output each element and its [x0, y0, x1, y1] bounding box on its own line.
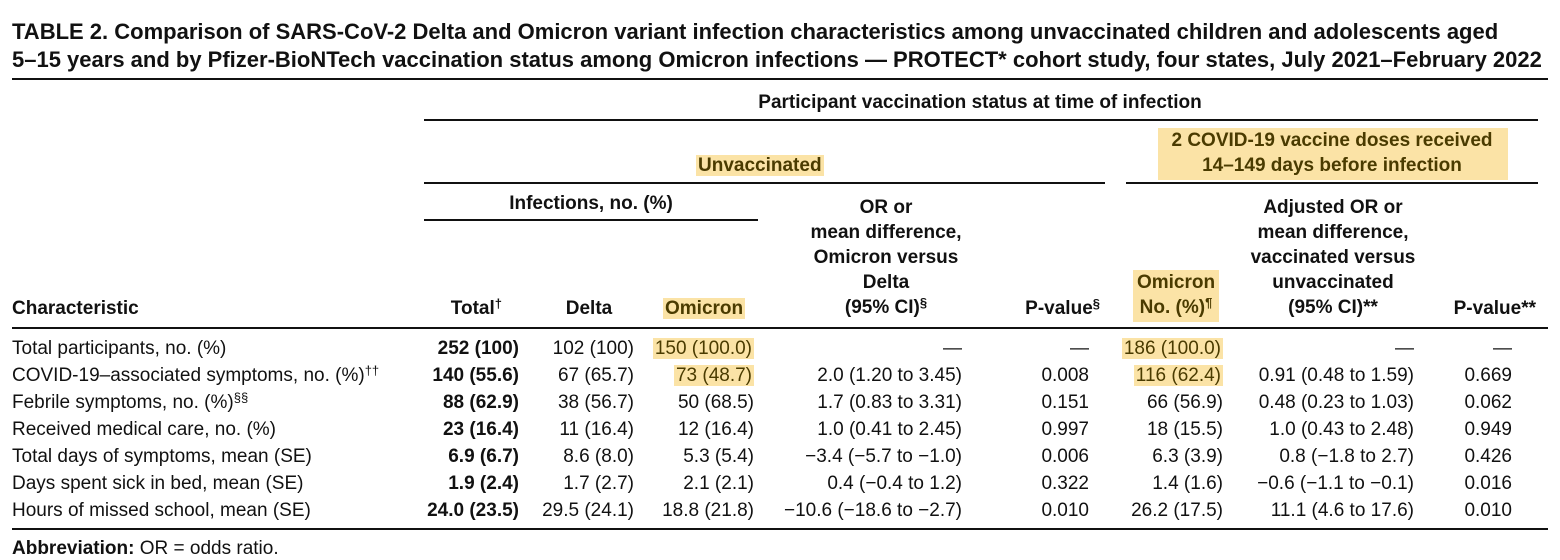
cell-pvalue: 0.008 — [1041, 365, 1089, 386]
cell-omicron: 50 (68.5) — [677, 392, 754, 413]
cell-total: 252 (100) — [437, 338, 519, 359]
cell-or: −3.4 (−5.7 to −1.0) — [805, 446, 962, 467]
cell-omicron: 12 (16.4) — [677, 419, 754, 440]
cell-characteristic: Total days of symptoms, mean (SE) — [12, 446, 312, 467]
cell-delta: 8.6 (8.0) — [563, 446, 634, 467]
title-line-1: TABLE 2. Comparison of SARS-CoV-2 Delta … — [12, 19, 1499, 44]
cell-adjusted-or: — — [1395, 338, 1414, 359]
header-total: Total† — [450, 296, 502, 319]
cell-pvalue: — — [1070, 338, 1089, 359]
header-participant-status: Participant vaccination status at time o… — [758, 92, 1202, 113]
cell-omicron: 2.1 (2.1) — [683, 473, 754, 494]
table-row: Febrile symptoms, no. (%)§§ 88 (62.9) 38 (… — [0, 389, 1560, 416]
cell-total: 6.9 (6.7) — [448, 446, 519, 467]
cell-omicron-vaccinated: 1.4 (1.6) — [1152, 473, 1223, 494]
cell-pvalue-2: 0.949 — [1464, 419, 1512, 440]
cell-adjusted-or: 0.48 (0.23 to 1.03) — [1258, 392, 1414, 413]
cell-pvalue: 0.997 — [1041, 419, 1089, 440]
cell-adjusted-or: 1.0 (0.43 to 2.48) — [1269, 419, 1414, 440]
table-row: Total days of symptoms, mean (SE) 6.9 (6.… — [0, 443, 1560, 470]
cell-omicron: 5.3 (5.4) — [683, 446, 754, 467]
cell-delta: 29.5 (24.1) — [542, 500, 634, 521]
cell-omicron-vaccinated: 6.3 (3.9) — [1152, 446, 1223, 467]
header-characteristic: Characteristic — [12, 298, 139, 319]
header-or: OR or mean difference, Omicron versus De… — [810, 197, 962, 318]
cell-characteristic: Received medical care, no. (%) — [12, 419, 276, 440]
table-row: Hours of missed school, mean (SE) 24.0 (2… — [0, 497, 1560, 524]
cell-total: 140 (55.6) — [432, 365, 519, 386]
cell-delta: 67 (65.7) — [557, 365, 634, 386]
table-row: Total participants, no. (%) 252 (100) 102 … — [0, 335, 1560, 362]
rule-infections — [424, 219, 758, 221]
cell-pvalue: 0.151 — [1041, 392, 1089, 413]
title-line-2: 5–15 years and by Pfizer-BioNTech vaccin… — [12, 47, 1542, 72]
cell-omicron-vaccinated: 186 (100.0) — [1121, 338, 1223, 359]
cell-total: 24.0 (23.5) — [427, 500, 519, 521]
table-row: Received medical care, no. (%) 23 (16.4) 1… — [0, 416, 1560, 443]
cell-or: −10.6 (−18.6 to −2.7) — [784, 500, 962, 521]
cell-characteristic: COVID-19–associated symptoms, no. (%)†† — [12, 363, 380, 386]
cell-omicron-vaccinated: 26.2 (17.5) — [1131, 500, 1223, 521]
cell-characteristic: Hours of missed school, mean (SE) — [12, 500, 311, 521]
cell-or: 2.0 (1.20 to 3.45) — [817, 365, 962, 386]
cell-delta: 1.7 (2.7) — [563, 473, 634, 494]
cell-or: 0.4 (−0.4 to 1.2) — [827, 473, 962, 494]
cell-total: 88 (62.9) — [442, 392, 519, 413]
table-row: Days spent sick in bed, mean (SE) 1.9 (2.… — [0, 470, 1560, 497]
cell-total: 23 (16.4) — [442, 419, 519, 440]
cell-pvalue: 0.322 — [1041, 473, 1089, 494]
cell-omicron: 73 (48.7) — [673, 365, 754, 386]
cell-omicron: 18.8 (21.8) — [662, 500, 754, 521]
vaccinated-highlight — [1158, 128, 1508, 180]
rule-participant-status — [424, 119, 1538, 121]
header-infections: Infections, no. (%) — [509, 193, 673, 214]
header-adjusted-or: Adjusted OR or mean difference, vaccinat… — [1250, 197, 1416, 318]
cell-omicron-vaccinated: 18 (15.5) — [1146, 419, 1223, 440]
rule-table-bottom — [12, 528, 1548, 530]
title-rule — [12, 78, 1548, 80]
rule-vaccinated — [1126, 182, 1538, 184]
table-row: COVID-19–associated symptoms, no. (%)†† 1… — [0, 362, 1560, 389]
cell-pvalue-2: 0.010 — [1464, 500, 1512, 521]
cell-characteristic: Days spent sick in bed, mean (SE) — [12, 473, 304, 494]
header-pvalue-2: P-value** — [1453, 298, 1536, 319]
omicron-vax-highlight — [1133, 270, 1219, 322]
rule-unvaccinated — [424, 182, 1105, 184]
cell-delta: 11 (16.4) — [559, 419, 634, 440]
cell-characteristic: Total participants, no. (%) — [12, 338, 227, 359]
cell-pvalue-2: 0.669 — [1464, 365, 1512, 386]
header-unvaccinated: Unvaccinated — [696, 155, 824, 176]
cell-pvalue-2: 0.062 — [1464, 392, 1512, 413]
cell-adjusted-or: 0.91 (0.48 to 1.59) — [1258, 365, 1414, 386]
cell-characteristic: Febrile symptoms, no. (%)§§ — [12, 390, 249, 413]
rule-header-bottom — [12, 327, 1548, 329]
cell-or: — — [943, 338, 962, 359]
header-omicron-vaccinated: Omicron No. (%)¶ — [1136, 272, 1216, 318]
header-pvalue: P-value§ — [1025, 296, 1100, 319]
header-delta: Delta — [565, 298, 613, 319]
cell-omicron-vaccinated: 66 (56.9) — [1146, 392, 1223, 413]
cell-delta: 38 (56.7) — [557, 392, 634, 413]
footnote-abbreviation: Abbreviation: OR = odds ratio. — [12, 538, 279, 559]
cell-omicron-vaccinated: 116 (62.4) — [1133, 365, 1223, 386]
cell-pvalue-2: — — [1493, 338, 1512, 359]
header-omicron: Omicron — [663, 298, 746, 319]
cell-adjusted-or: −0.6 (−1.1 to −0.1) — [1257, 473, 1414, 494]
cell-adjusted-or: 0.8 (−1.8 to 2.7) — [1279, 446, 1414, 467]
cell-omicron: 150 (100.0) — [652, 338, 754, 359]
cell-or: 1.0 (0.41 to 2.45) — [817, 419, 962, 440]
cell-pvalue: 0.010 — [1041, 500, 1089, 521]
cell-pvalue: 0.006 — [1041, 446, 1089, 467]
table-title: TABLE 2. Comparison of SARS-CoV-2 Delta … — [12, 18, 1548, 74]
cell-or: 1.7 (0.83 to 3.31) — [817, 392, 962, 413]
cell-pvalue-2: 0.426 — [1464, 446, 1512, 467]
cell-adjusted-or: 11.1 (4.6 to 17.6) — [1270, 500, 1414, 521]
cell-delta: 102 (100) — [552, 338, 634, 359]
header-vaccinated: 2 COVID-19 vaccine doses received 14–149… — [1171, 130, 1493, 176]
cell-pvalue-2: 0.016 — [1464, 473, 1512, 494]
cell-total: 1.9 (2.4) — [448, 473, 519, 494]
